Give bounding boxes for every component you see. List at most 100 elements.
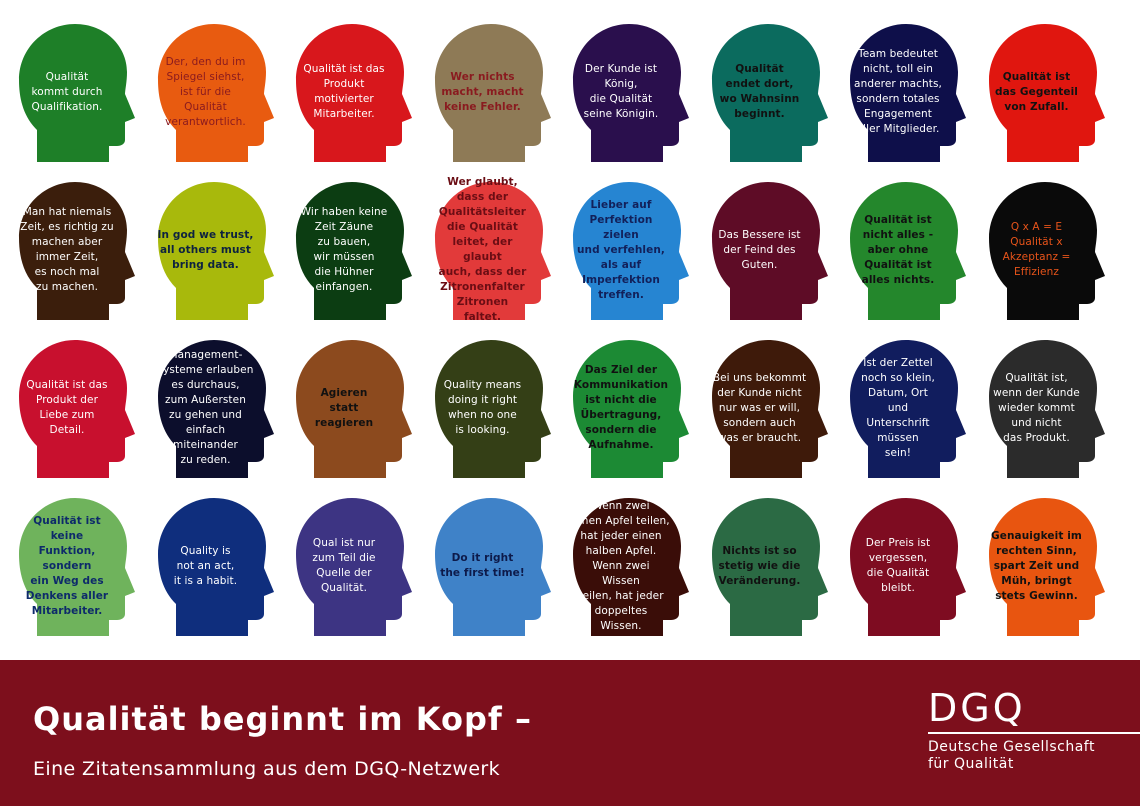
quote-text: Quality is not an act, it is a habit. [173,544,238,587]
footer-title: Qualität beginnt im Kopf – [33,700,532,738]
quote-head: Qualität ist das Produkt motivierter Mit… [294,22,414,162]
quote-text: Qualität ist das Produkt der Liebe zum D… [26,379,108,436]
quote-head: Qualität ist, wenn der Kunde wieder komm… [987,338,1107,478]
quote-head: Quality is not an act, it is a habit. [156,496,276,636]
quote-head: Wir haben keine Zeit Zäune zu bauen, wir… [294,180,414,320]
head-silhouette [850,340,966,478]
head-silhouette [850,24,966,162]
quote-text: Wir haben keine Zeit Zäune zu bauen, wir… [300,206,388,293]
quote-head: Management- systeme erlauben es durchaus… [156,338,276,478]
quote-text: Qualität kommt durch Qualifikation. [31,70,103,113]
quote-text: Der Kunde ist König, die Qualität seine … [583,63,659,120]
head-silhouette [19,340,135,478]
quote-head: Do it right the first time! [433,496,553,636]
quote-head: Quality means doing it right when no one… [433,338,553,478]
head-silhouette [296,498,412,636]
quote-text: In god we trust, all others must bring d… [157,228,254,271]
quote-head: Lieber auf Perfektion zielen und verfehl… [571,180,691,320]
quote-head: Der Kunde ist König, die Qualität seine … [571,22,691,162]
footer-subtitle: Eine Zitatensammlung aus dem DGQ-Netzwer… [33,758,501,780]
quote-text: Nichts ist so stetig wie die Veränderung… [718,544,801,587]
quote-text: Quality means doing it right when no one… [443,379,522,436]
head-silhouette [434,340,551,478]
head-silhouette [19,24,135,162]
logo-divider-line [928,732,1140,734]
quote-head: Q x A = E Qualität x Akzeptanz = Effizie… [987,180,1107,320]
dgq-logo: DGQ [928,686,1026,730]
quote-text: Qualität ist das Produkt motivierter Mit… [303,63,385,120]
head-silhouette [434,24,551,162]
quote-head: Nichts ist so stetig wie die Veränderung… [710,496,830,636]
quote-text: Qualität endet dort, wo Wahnsinn beginnt… [719,63,800,120]
head-silhouette [988,340,1105,478]
quote-head: Qualität kommt durch Qualifikation. [17,22,137,162]
quote-head: Qualität ist das Produkt der Liebe zum D… [17,338,137,478]
head-silhouette [19,498,135,636]
quote-head: Man hat niemals Zeit, es richtig zu mach… [17,180,137,320]
quote-head: Das Bessere ist der Feind des Guten. [710,180,830,320]
org-name-line1: Deutsche Gesellschaft [928,739,1095,755]
head-silhouette [711,24,828,162]
quote-text: Wenn zwei einen Apfel teilen, hat jeder … [572,499,670,632]
quote-head: Qualität endet dort, wo Wahnsinn beginnt… [710,22,830,162]
head-silhouette [296,24,412,162]
quote-text: Qualität ist das Gegenteil von Zufall. [995,70,1078,113]
quote-text: Der Preis ist vergessen, die Qualität bl… [865,537,931,594]
quote-text: Wer nichts macht, macht keine Fehler. [441,70,524,113]
quote-head: Qualität ist nicht alles - aber ohne Qua… [848,180,968,320]
quote-head: Team bedeutet nicht, toll ein anderer ma… [848,22,968,162]
head-silhouette [157,24,274,162]
head-silhouette [157,182,274,320]
quote-head: Bei uns bekommt der Kunde nicht nur was … [710,338,830,478]
quote-head: Genauigkeit im rechten Sinn, spart Zeit … [987,496,1107,636]
quote-head: Wenn zwei einen Apfel teilen, hat jeder … [571,496,691,636]
quote-text: Qualität ist keine Funktion, sondern ein… [25,514,109,617]
quote-text: Genauigkeit im rechten Sinn, spart Zeit … [991,529,1082,602]
quote-text: Das Ziel der Kommunikation ist nicht die… [573,364,669,451]
quote-head: Qualität ist keine Funktion, sondern ein… [17,496,137,636]
head-silhouette [573,498,689,636]
head-silhouette [711,182,828,320]
head-silhouette [573,340,689,478]
head-silhouette [573,24,689,162]
quote-head: Der, den du im Spiegel siehst, ist für d… [156,22,276,162]
quote-head: Qualität ist das Gegenteil von Zufall. [987,22,1107,162]
head-silhouette [850,498,966,636]
head-silhouette [157,340,274,478]
quote-text: Ist der Zettel noch so klein, Datum, Ort… [861,356,935,459]
org-name-line2: für Qualität [928,756,1014,772]
head-silhouette [434,182,551,320]
quote-head: Das Ziel der Kommunikation ist nicht die… [571,338,691,478]
quote-text: Das Bessere ist der Feind des Guten. [718,228,801,271]
quote-head: Agieren statt reagieren [294,338,414,478]
quote-text: Do it right the first time! [440,552,525,579]
head-silhouette [988,24,1105,162]
quote-text: Q x A = E Qualität x Akzeptanz = Effizie… [1002,221,1071,278]
head-silhouette [296,182,412,320]
quote-text: Agieren statt reagieren [314,386,374,429]
quote-head: Ist der Zettel noch so klein, Datum, Ort… [848,338,968,478]
head-silhouette [711,498,828,636]
quote-head: Qual ist nur zum Teil die Quelle der Qua… [294,496,414,636]
quote-head: Wer nichts macht, macht keine Fehler. [433,22,553,162]
head-silhouette [573,182,689,320]
quote-text: Man hat niemals Zeit, es richtig zu mach… [20,206,114,293]
head-silhouette [850,182,966,320]
head-silhouette [434,498,551,636]
head-silhouette [296,340,412,478]
quote-heads-grid: Qualität kommt durch Qualifikation. Der, … [17,22,1107,636]
head-silhouette [988,182,1105,320]
head-silhouette [19,182,135,320]
quote-text: Der, den du im Spiegel siehst, ist für d… [165,55,246,128]
quote-text: Management- systeme erlauben es durchaus… [157,349,254,466]
quote-text: Qualität ist nicht alles - aber ohne Qua… [861,213,935,286]
quote-text: Lieber auf Perfektion zielen und verfehl… [576,198,665,301]
quote-text: Team bedeutet nicht, toll ein anderer ma… [854,48,942,135]
head-silhouette [711,340,828,478]
quote-head: In god we trust, all others must bring d… [156,180,276,320]
quote-text: Qualität ist, wenn der Kunde wieder komm… [993,371,1080,444]
quote-text: Bei uns bekommt der Kunde nicht nur was … [712,371,807,444]
quote-head: Wer glaubt, dass der Qualitätsleiter die… [433,176,553,323]
quote-head: Der Preis ist vergessen, die Qualität bl… [848,496,968,636]
head-silhouette [988,498,1105,636]
